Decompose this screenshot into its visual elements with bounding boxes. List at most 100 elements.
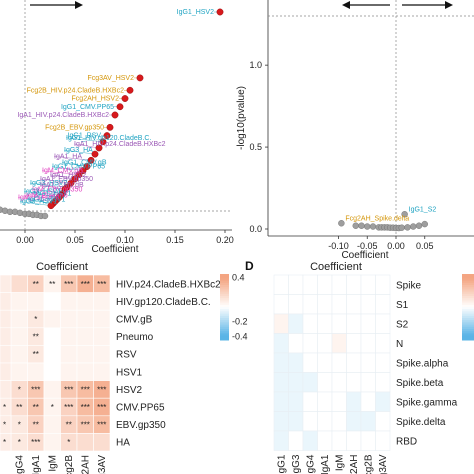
panel-c-cell-stars: *	[3, 438, 6, 447]
panel-d-col-label: IgG3	[291, 454, 302, 474]
panel-d-legend-swatch	[462, 307, 474, 310]
panel-a-label-leader	[73, 143, 100, 149]
panel-c-cell-stars: **	[33, 333, 39, 342]
panel-d-letter: D	[245, 259, 254, 273]
panel-c-cell-stars: *	[18, 421, 21, 430]
panel-c-cell-stars: ***	[31, 385, 40, 394]
panel-d-cell	[375, 274, 391, 295]
panel-a-point-label: IgG1_RSV	[68, 133, 102, 140]
panel-a-point-label: IgA1_HIV.p24.CladeB.HXBc2	[17, 112, 109, 119]
panel-d-row-label: Spike.alpha	[396, 358, 449, 369]
panel-a-scatter: 0.00 0.05 0.10 0.15 0.20 IgG1_HSV2 Fcg3AV_HSV…	[0, 0, 234, 255]
panel-a-x-tick-label: 0.20	[216, 235, 234, 245]
panel-c-cell	[60, 309, 78, 329]
panel-c-legend-swatch	[220, 280, 229, 284]
panel-a-label-leader	[61, 162, 88, 167]
panel-a-point-label: IgG1_HSV1	[34, 190, 71, 197]
panel-c-cell	[76, 327, 94, 346]
panel-c-cell-stars: ***	[64, 280, 73, 289]
panel-c-row-label: HSV2	[116, 385, 143, 396]
panel-c-legend-swatch	[220, 333, 229, 337]
panel-a-sig-point	[67, 179, 75, 187]
panel-d-cell	[375, 391, 391, 412]
panel-d-legend-swatch	[462, 313, 474, 317]
panel-b-gray-point	[398, 224, 405, 231]
panel-a-sig-point	[121, 95, 129, 102]
panel-d-row-label: S2	[396, 319, 409, 330]
panel-d-cell	[331, 411, 347, 432]
panel-a-sig-point	[136, 74, 144, 82]
panel-b-y-label: -log10(pvalue)	[236, 86, 247, 150]
panel-c-cell	[43, 362, 61, 381]
panel-c-legend-swatch	[220, 331, 229, 334]
panel-d-cell	[302, 352, 318, 373]
panel-a-arrow-head	[75, 1, 83, 9]
panel-d-cell	[302, 333, 318, 354]
panel-a-sig-point	[79, 167, 87, 175]
panel-c-legend-swatch	[220, 298, 229, 301]
panel-a-label-leader	[23, 191, 62, 196]
panel-a-point-label: IgG1_CMV.PP65	[61, 104, 114, 111]
panel-c-row-label: HIV.p24.CladeB.HXBc2	[116, 279, 221, 290]
panel-d-cell	[302, 313, 318, 334]
panel-c-cell	[43, 415, 61, 434]
panel-d-cell	[288, 372, 304, 393]
panel-d-cell	[375, 313, 391, 334]
panel-a-point-label: IgA1_EBV.gp350	[40, 176, 93, 183]
panel-d-legend-swatch	[462, 289, 474, 293]
panel-c-row-label: CMV.PP65	[116, 403, 165, 414]
panel-b-x-label: Coefficient	[341, 250, 388, 261]
panel-d-cell	[288, 333, 304, 354]
panel-c-row-label: Pneumo	[116, 332, 154, 343]
panel-b-gray-point	[352, 222, 359, 229]
panel-d-cell	[360, 313, 376, 334]
panel-d-legend-swatch	[462, 315, 474, 319]
panel-d-row-label: Spike.delta	[396, 417, 446, 428]
panel-d-cell	[346, 372, 362, 393]
panel-d-col-label: IgA1	[320, 454, 331, 474]
panel-d-legend-swatch	[462, 337, 474, 341]
panel-d-cell	[375, 294, 391, 315]
panel-c-cell	[10, 292, 28, 311]
panel-b-gray-point	[415, 222, 423, 229]
panel-c-cell-stars: ***	[97, 403, 106, 412]
panel-a-label-leader	[27, 199, 54, 204]
panel-d-legend-swatch	[462, 287, 474, 290]
panel-d-cell	[375, 372, 391, 393]
panel-d-title: Coefficient	[310, 261, 362, 273]
panel-d-cell	[317, 294, 333, 315]
panel-a-point-label: Fcg2B_EBV.gp350	[45, 124, 104, 131]
panel-a-label-leader	[63, 149, 96, 155]
panel-a-sig-point	[75, 171, 83, 179]
panel-d-cell	[273, 391, 289, 412]
panel-d-cell	[331, 391, 347, 412]
panel-c-legend-swatch	[220, 313, 229, 317]
panel-b-x-tick-label: 0.00	[387, 241, 405, 251]
panel-a-point-label: IgM_CMV.gB	[42, 168, 83, 175]
panel-b-right-arrow-head	[445, 1, 453, 9]
panel-a-point-label: IgA1_HSV2	[50, 172, 87, 179]
panel-d-legend-swatch	[462, 276, 474, 279]
panel-c-legend-swatch	[220, 282, 229, 286]
panel-c-cell	[93, 309, 111, 329]
panel-d-heatmap: D Coefficient Spike S1 S2 N Spike.alpha Spike…	[245, 259, 474, 474]
panel-d-cell	[360, 333, 376, 354]
panel-d-cell	[360, 294, 376, 315]
panel-a-point-label: IgG3_HSV2	[30, 180, 67, 187]
panel-d-cell	[288, 313, 304, 334]
panel-d-cell	[346, 274, 362, 295]
panel-d-row-label: Spike	[396, 280, 421, 291]
panel-d-legend-swatch	[462, 304, 474, 308]
panel-c-legend-swatch	[220, 326, 229, 330]
panel-d-legend-swatch	[462, 300, 474, 304]
panel-c-cell	[10, 345, 28, 364]
panel-a-point-label: IgG3_HSV1	[20, 199, 57, 206]
panel-c-col-label: Fcg2AH	[80, 455, 91, 474]
panel-c-cell-stars: *	[34, 315, 37, 324]
panel-a-point-label: Fcg3AV_HSV2	[87, 75, 134, 82]
panel-c-cell-stars: ***	[81, 280, 90, 289]
panel-c-legend-swatch	[220, 285, 229, 288]
panel-a-sig-point	[91, 150, 99, 158]
panel-c-legend-tick: -0.2	[232, 317, 248, 327]
panel-a-point-label: IgA1_CMV.gB	[40, 182, 84, 189]
